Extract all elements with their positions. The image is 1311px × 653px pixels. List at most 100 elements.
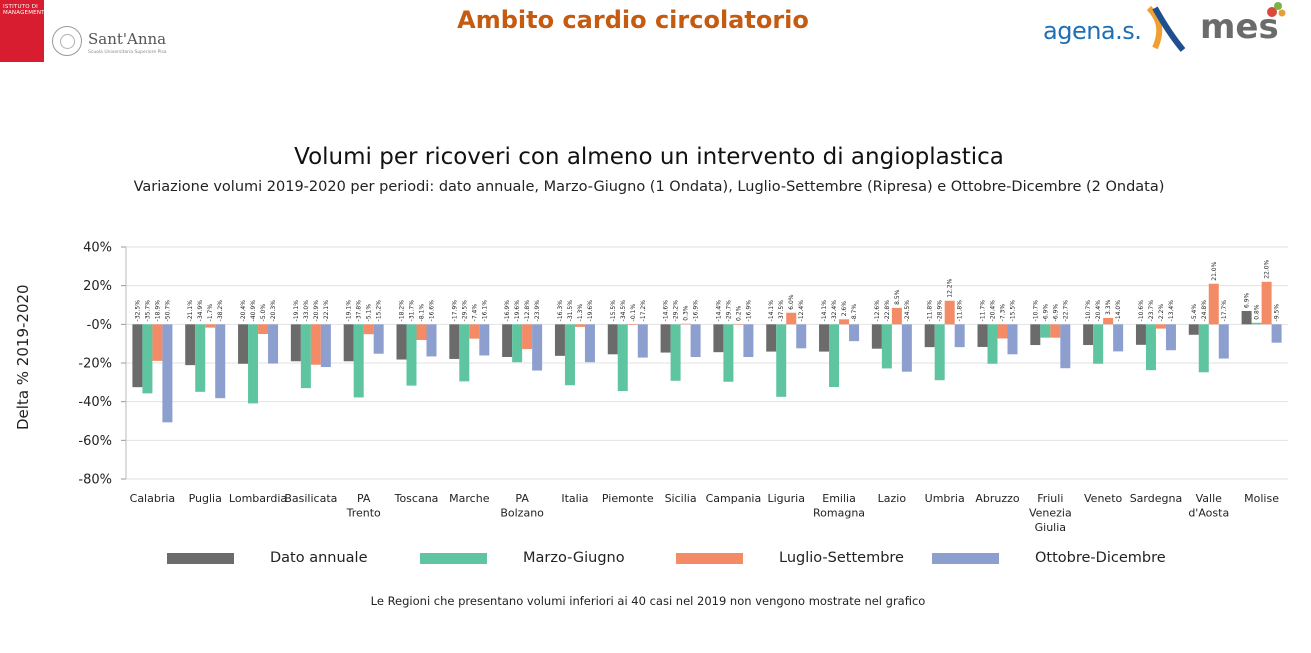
bar xyxy=(1241,310,1252,325)
bar xyxy=(1208,283,1219,325)
santanna-name: Sant'Anna xyxy=(88,30,167,48)
bar xyxy=(1145,324,1156,371)
page-title: Ambito cardio circolatorio xyxy=(457,6,809,34)
bar xyxy=(1030,324,1041,346)
data-label: -29.2% xyxy=(673,300,680,322)
data-label: -19.6% xyxy=(587,300,594,322)
data-label: -17.9% xyxy=(451,300,458,322)
data-label: -17.2% xyxy=(640,300,647,322)
bar xyxy=(819,324,830,352)
data-label: -37.5% xyxy=(778,300,785,322)
data-label: -16.3% xyxy=(557,300,564,322)
data-label: -6.9% xyxy=(1052,304,1059,322)
bar xyxy=(406,324,417,386)
data-label: -0.1% xyxy=(630,304,637,322)
data-label: -23.9% xyxy=(534,300,541,322)
bar xyxy=(924,324,935,348)
data-label: -5.4% xyxy=(1191,304,1198,322)
data-label: -1.3% xyxy=(577,304,584,322)
data-label: -5.0% xyxy=(260,304,267,322)
data-label: -38.2% xyxy=(217,300,224,322)
x-tick-label: d'Aosta xyxy=(1188,507,1229,520)
x-tick-label: Valle xyxy=(1196,492,1223,505)
bar xyxy=(469,324,480,339)
data-label: -12.8% xyxy=(524,300,531,322)
bar xyxy=(343,324,354,362)
x-tick-label: Sicilia xyxy=(665,492,697,505)
data-label: -10.6% xyxy=(1138,300,1145,322)
bar xyxy=(743,324,754,358)
bar xyxy=(786,312,797,325)
santanna-logo: Sant'Anna Scuola Universitaria Superiore… xyxy=(52,26,192,66)
bar xyxy=(373,324,384,354)
x-tick-label: Liguria xyxy=(767,492,804,505)
data-label: -15.5% xyxy=(1010,300,1017,322)
data-label: -6.9% xyxy=(1042,304,1049,322)
data-label: -13.4% xyxy=(1168,300,1175,322)
data-label: -32.5% xyxy=(134,300,141,322)
bar xyxy=(152,324,163,361)
data-label: 0.2% xyxy=(735,305,742,321)
data-label: -15.2% xyxy=(376,300,383,322)
bar xyxy=(871,324,882,349)
data-label: -35.7% xyxy=(144,300,151,322)
data-label: 2.6% xyxy=(841,301,848,317)
bar xyxy=(901,324,912,372)
data-label: -14.0% xyxy=(1115,300,1122,322)
bar xyxy=(532,324,543,371)
data-label: -23.7% xyxy=(1148,300,1155,322)
bar xyxy=(997,324,1008,339)
bar xyxy=(522,324,533,350)
x-tick-label: Calabria xyxy=(130,492,176,505)
data-label: -22.1% xyxy=(323,300,330,322)
data-label: -9.5% xyxy=(1274,304,1281,322)
y-tick-label: -60% xyxy=(78,434,112,449)
bar xyxy=(426,324,437,357)
data-label: -16.9% xyxy=(693,300,700,322)
bar xyxy=(416,324,427,340)
bar xyxy=(215,324,226,399)
data-label: -11.8% xyxy=(957,300,964,322)
bar xyxy=(849,324,860,342)
bar xyxy=(162,324,173,423)
legend-label: Dato annuale xyxy=(270,550,368,566)
data-label: -16.1% xyxy=(481,300,488,322)
bar xyxy=(1007,324,1018,355)
data-label: -5.1% xyxy=(366,304,373,322)
bar xyxy=(796,324,807,349)
x-tick-label: Romagna xyxy=(813,507,865,520)
legend-swatch xyxy=(676,552,743,564)
bar xyxy=(205,324,216,328)
data-label: 12.2% xyxy=(947,278,954,297)
data-label: -14.6% xyxy=(663,300,670,322)
bar xyxy=(479,324,490,356)
bar xyxy=(766,324,777,352)
data-label: 8.5% xyxy=(894,289,901,305)
data-label: -34.9% xyxy=(197,300,204,322)
bar xyxy=(1155,324,1166,329)
data-label: -20.4% xyxy=(1095,300,1102,322)
mes-logo: mes xyxy=(1198,0,1311,47)
data-label: -50.7% xyxy=(164,300,171,322)
data-label: -22.8% xyxy=(884,300,891,322)
data-label: -22.7% xyxy=(1062,300,1069,322)
bar xyxy=(690,324,701,358)
bar xyxy=(1261,281,1272,325)
x-tick-label: Lazio xyxy=(878,492,907,505)
bar xyxy=(185,324,196,366)
bar xyxy=(396,324,407,360)
bar xyxy=(1251,322,1262,325)
x-tick-label: Umbria xyxy=(925,492,965,505)
data-label: -18.2% xyxy=(399,300,406,322)
data-label: -10.7% xyxy=(1032,300,1039,322)
bar xyxy=(944,300,955,325)
bar xyxy=(574,324,585,327)
bar xyxy=(1083,324,1094,346)
y-tick-label: 40% xyxy=(83,241,112,256)
data-label: -34.5% xyxy=(620,300,627,322)
data-label: -11.7% xyxy=(980,300,987,322)
legend-label: Marzo-Giugno xyxy=(523,550,625,566)
data-label: 6.9% xyxy=(1244,292,1251,308)
data-label: -14.1% xyxy=(821,300,828,322)
data-label: -7.3% xyxy=(1000,304,1007,322)
